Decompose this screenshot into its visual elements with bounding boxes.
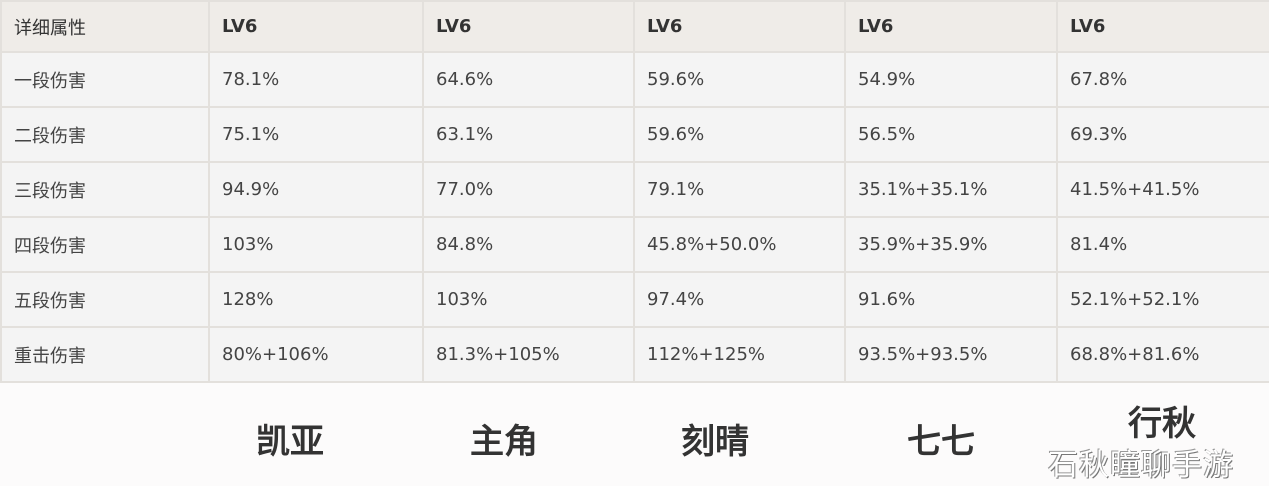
value-cell: 97.4% xyxy=(633,271,846,328)
value-cell: 63.1% xyxy=(422,106,635,163)
value-cell: 64.6% xyxy=(422,51,635,108)
attribute-cell: 五段伤害 xyxy=(0,271,210,328)
header-cell: LV6 xyxy=(1056,0,1269,53)
value-cell: 45.8%+50.0% xyxy=(633,216,846,273)
value-cell: 56.5% xyxy=(844,106,1058,163)
value-cell: 41.5%+41.5% xyxy=(1056,161,1269,218)
table-row: 四段伤害 103% 84.8% 45.8%+50.0% 35.9%+35.9% 81.4% xyxy=(0,216,1269,273)
value-cell: 91.6% xyxy=(844,271,1058,328)
table-row: 三段伤害 94.9% 77.0% 79.1% 35.1%+35.1% 41.5%+41.5… xyxy=(0,161,1269,218)
attribute-cell: 四段伤害 xyxy=(0,216,210,273)
value-cell: 80%+106% xyxy=(208,326,424,383)
value-cell: 52.1%+52.1% xyxy=(1056,271,1269,328)
character-name: 主角 xyxy=(470,422,538,462)
value-cell: 79.1% xyxy=(633,161,846,218)
header-cell: 详细属性 xyxy=(0,0,210,53)
value-cell: 77.0% xyxy=(422,161,635,218)
value-cell: 75.1% xyxy=(208,106,424,163)
damage-table: 详细属性 LV6 LV6 LV6 LV6 LV6 一段伤害 78.1% 64.6% 5… xyxy=(0,0,1269,383)
value-cell: 59.6% xyxy=(633,106,846,163)
value-cell: 69.3% xyxy=(1056,106,1269,163)
table-row: 重击伤害 80%+106% 81.3%+105% 112%+125% 93.5%+93.… xyxy=(0,326,1269,383)
attribute-cell: 重击伤害 xyxy=(0,326,210,383)
value-cell: 35.1%+35.1% xyxy=(844,161,1058,218)
header-row: 详细属性 LV6 LV6 LV6 LV6 LV6 xyxy=(0,0,1269,53)
value-cell: 128% xyxy=(208,271,424,328)
value-cell: 35.9%+35.9% xyxy=(844,216,1058,273)
value-cell: 78.1% xyxy=(208,51,424,108)
header-cell: LV6 xyxy=(844,0,1058,53)
value-cell: 68.8%+81.6% xyxy=(1056,326,1269,383)
character-name: 凯亚 xyxy=(256,422,324,462)
value-cell: 112%+125% xyxy=(633,326,846,383)
header-cell: LV6 xyxy=(422,0,635,53)
value-cell: 54.9% xyxy=(844,51,1058,108)
value-cell: 103% xyxy=(208,216,424,273)
character-names: 凯亚 主角 刻晴 七七 行秋 xyxy=(0,404,1269,468)
table-row: 二段伤害 75.1% 63.1% 59.6% 56.5% 69.3% xyxy=(0,106,1269,163)
value-cell: 59.6% xyxy=(633,51,846,108)
character-name: 行秋 xyxy=(1128,404,1196,444)
watermark: 石秋瞳聊手游 xyxy=(1048,448,1234,483)
value-cell: 81.4% xyxy=(1056,216,1269,273)
attribute-cell: 三段伤害 xyxy=(0,161,210,218)
value-cell: 93.5%+93.5% xyxy=(844,326,1058,383)
value-cell: 67.8% xyxy=(1056,51,1269,108)
attribute-cell: 二段伤害 xyxy=(0,106,210,163)
table-row: 一段伤害 78.1% 64.6% 59.6% 54.9% 67.8% xyxy=(0,51,1269,108)
character-name: 刻晴 xyxy=(681,422,749,462)
value-cell: 94.9% xyxy=(208,161,424,218)
character-name: 七七 xyxy=(907,422,975,462)
table-row: 五段伤害 128% 103% 97.4% 91.6% 52.1%+52.1% xyxy=(0,271,1269,328)
value-cell: 84.8% xyxy=(422,216,635,273)
attribute-cell: 一段伤害 xyxy=(0,51,210,108)
value-cell: 81.3%+105% xyxy=(422,326,635,383)
header-cell: LV6 xyxy=(208,0,424,53)
header-cell: LV6 xyxy=(633,0,846,53)
value-cell: 103% xyxy=(422,271,635,328)
